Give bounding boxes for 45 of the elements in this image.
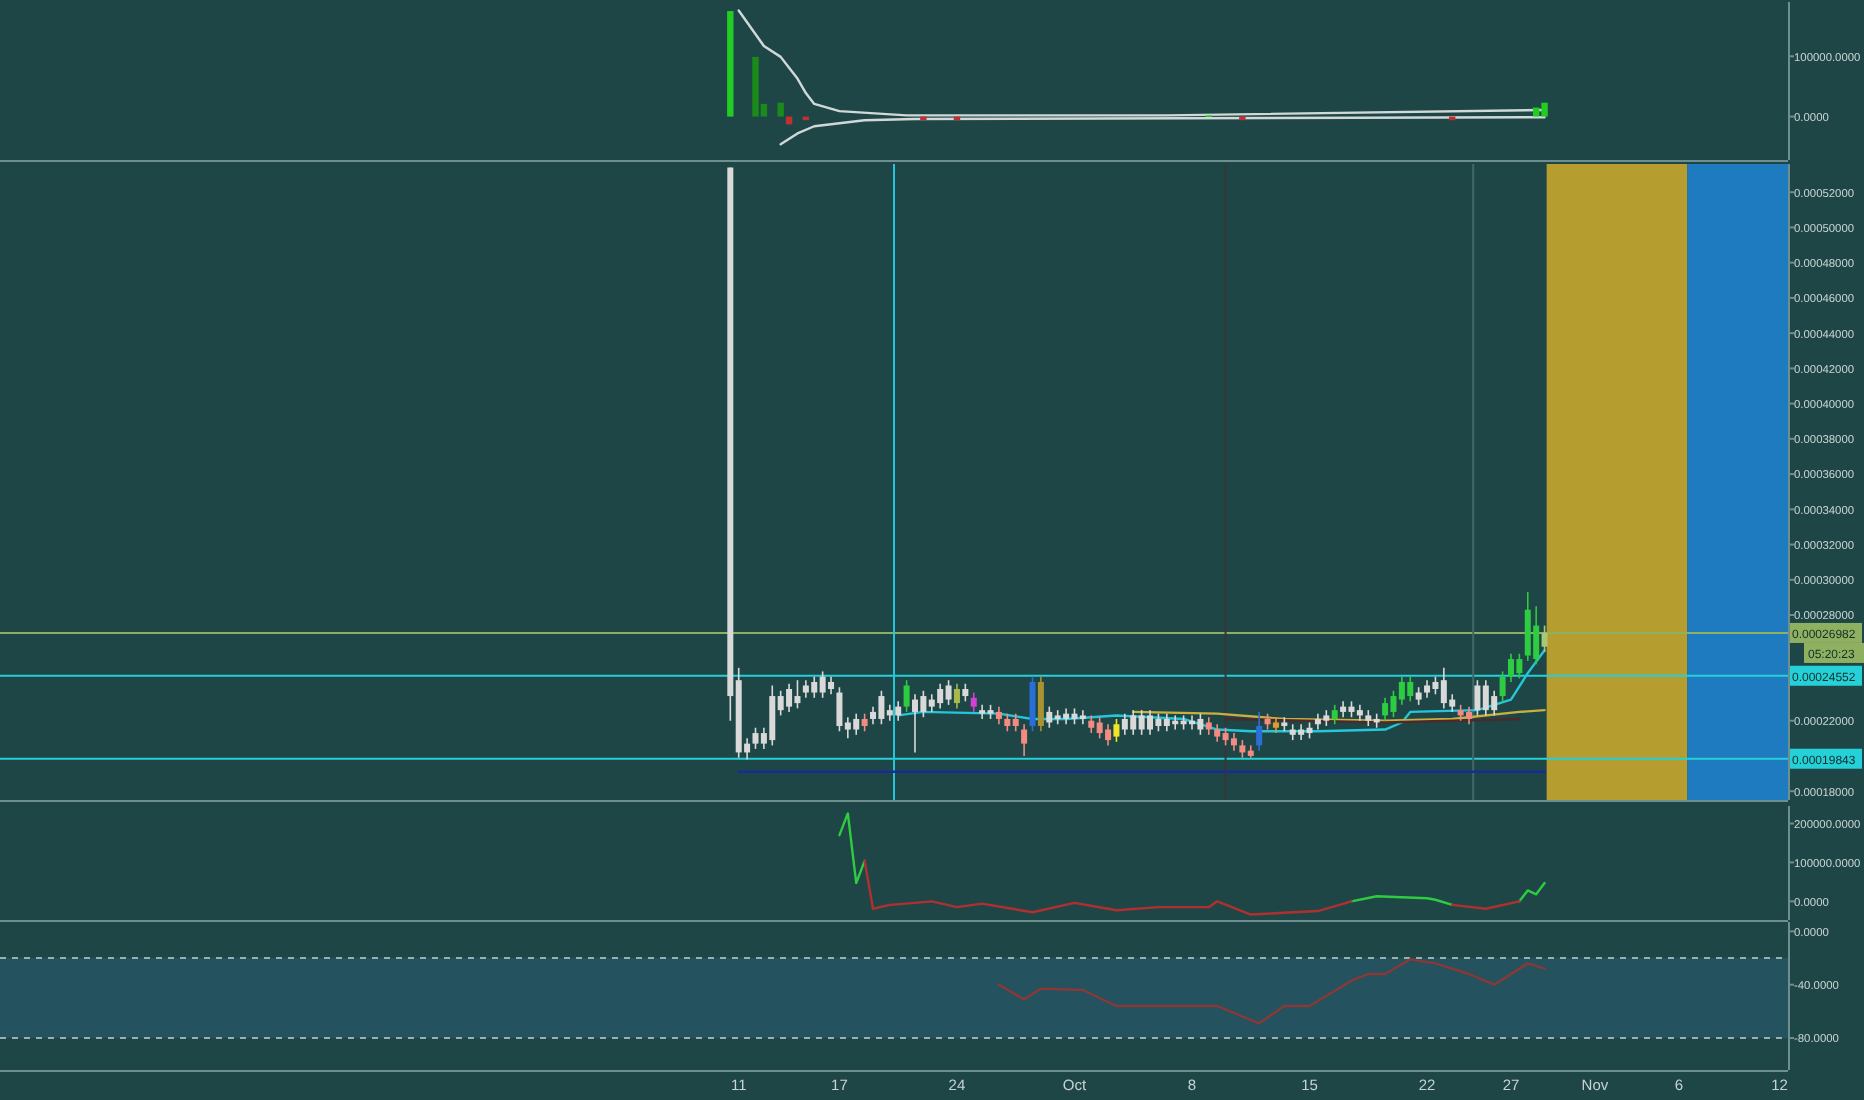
candlestick xyxy=(1037,675,1044,733)
candlestick xyxy=(769,684,776,747)
candlestick xyxy=(1029,675,1036,733)
candlestick xyxy=(1121,712,1128,736)
candlestick xyxy=(1524,591,1531,662)
candlestick xyxy=(1096,716,1103,740)
candlestick xyxy=(1499,670,1506,703)
candlestick xyxy=(836,686,843,733)
candlestick xyxy=(1398,675,1405,706)
candlestick xyxy=(895,700,902,722)
candlestick xyxy=(1382,697,1389,722)
candlestick xyxy=(970,691,977,713)
candlestick xyxy=(1541,624,1548,653)
candlestick xyxy=(853,712,860,736)
candlestick xyxy=(1021,723,1028,757)
candlestick xyxy=(811,675,818,699)
candlestick xyxy=(1482,679,1489,717)
candlestick xyxy=(945,679,952,706)
candlestick xyxy=(937,682,944,710)
candlestick xyxy=(794,679,801,710)
candlestick xyxy=(903,679,910,713)
candlestick xyxy=(1331,704,1338,726)
candlestick xyxy=(819,670,826,699)
candlestick xyxy=(1046,705,1053,729)
candlestick xyxy=(1130,709,1137,736)
candlestick xyxy=(752,726,759,750)
candlestick xyxy=(1516,652,1523,680)
candlestick xyxy=(1390,689,1397,718)
candlestick xyxy=(1113,718,1120,743)
candlestick xyxy=(1507,652,1514,683)
candlestick xyxy=(1533,605,1540,666)
candlestick xyxy=(786,682,793,713)
candlestick xyxy=(1256,711,1263,752)
candlestick xyxy=(911,693,918,754)
candlestick xyxy=(1440,667,1447,710)
candlestick xyxy=(1197,712,1204,736)
candlestick xyxy=(878,689,885,726)
candlestick xyxy=(953,682,960,710)
candlestick xyxy=(1105,723,1112,747)
candlestick xyxy=(1147,709,1154,736)
candlestick xyxy=(1491,689,1498,717)
candlestick xyxy=(1474,679,1481,717)
candlestick xyxy=(920,689,927,718)
candlestick xyxy=(1407,675,1414,703)
candlestick xyxy=(1138,709,1145,736)
